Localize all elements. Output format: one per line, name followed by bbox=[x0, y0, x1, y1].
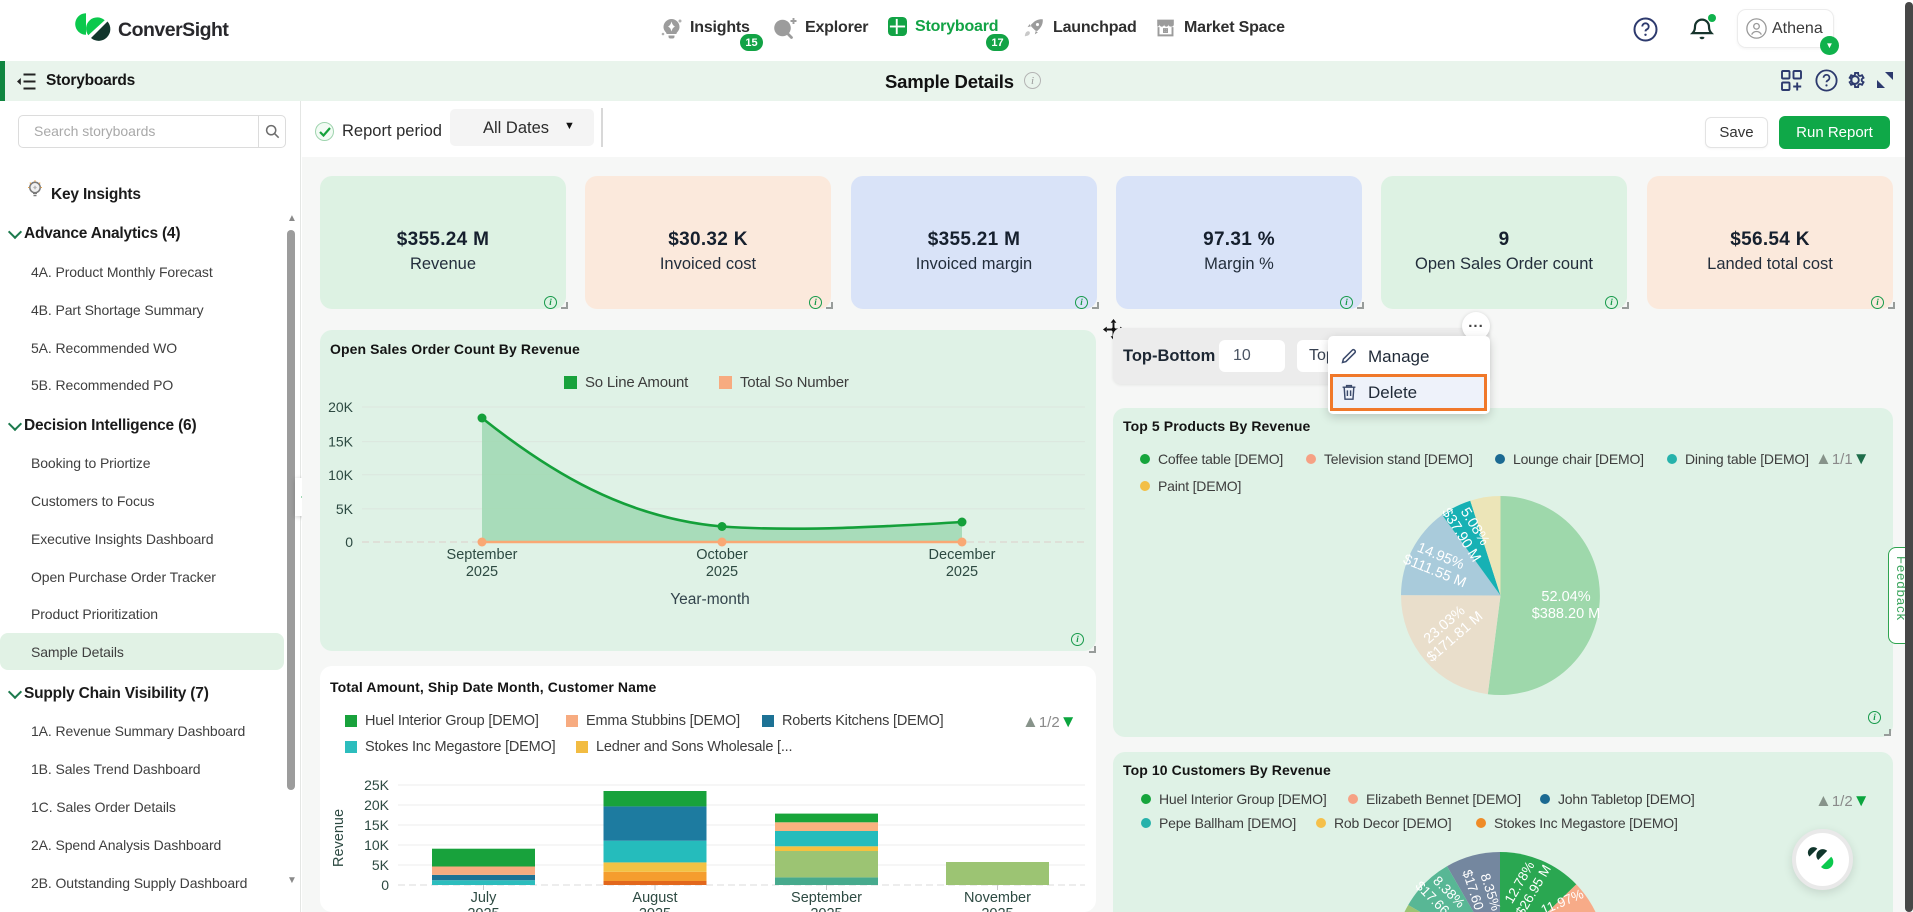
svg-text:December: December bbox=[929, 547, 996, 563]
svg-text:20K: 20K bbox=[364, 797, 390, 813]
svg-text:2025: 2025 bbox=[946, 564, 978, 580]
svg-text:Revenue: Revenue bbox=[331, 809, 347, 867]
svg-text:Year-month: Year-month bbox=[670, 591, 750, 608]
svg-text:$388.20 M: $388.20 M bbox=[1532, 606, 1601, 622]
svg-text:September: September bbox=[447, 547, 518, 563]
svg-text:November: November bbox=[964, 890, 1031, 906]
svg-text:5K: 5K bbox=[336, 501, 354, 517]
svg-text:0: 0 bbox=[381, 877, 389, 893]
svg-text:2025: 2025 bbox=[706, 564, 738, 580]
svg-text:52.04%: 52.04% bbox=[1541, 589, 1590, 605]
svg-text:August: August bbox=[632, 890, 677, 906]
svg-text:25K: 25K bbox=[364, 777, 390, 793]
svg-text:2025: 2025 bbox=[639, 906, 671, 912]
svg-text:10K: 10K bbox=[364, 837, 390, 853]
svg-text:2025: 2025 bbox=[810, 906, 842, 912]
svg-text:15K: 15K bbox=[328, 434, 354, 450]
svg-text:15K: 15K bbox=[364, 817, 390, 833]
svg-text:5K: 5K bbox=[372, 857, 390, 873]
svg-text:2025: 2025 bbox=[981, 906, 1013, 912]
svg-text:2025: 2025 bbox=[467, 906, 499, 912]
svg-text:20K: 20K bbox=[328, 399, 354, 415]
svg-text:October: October bbox=[696, 547, 748, 563]
svg-text:2025: 2025 bbox=[466, 564, 498, 580]
svg-text:0: 0 bbox=[345, 534, 353, 550]
svg-text:10K: 10K bbox=[328, 467, 354, 483]
svg-text:September: September bbox=[791, 890, 862, 906]
svg-text:July: July bbox=[471, 890, 498, 906]
